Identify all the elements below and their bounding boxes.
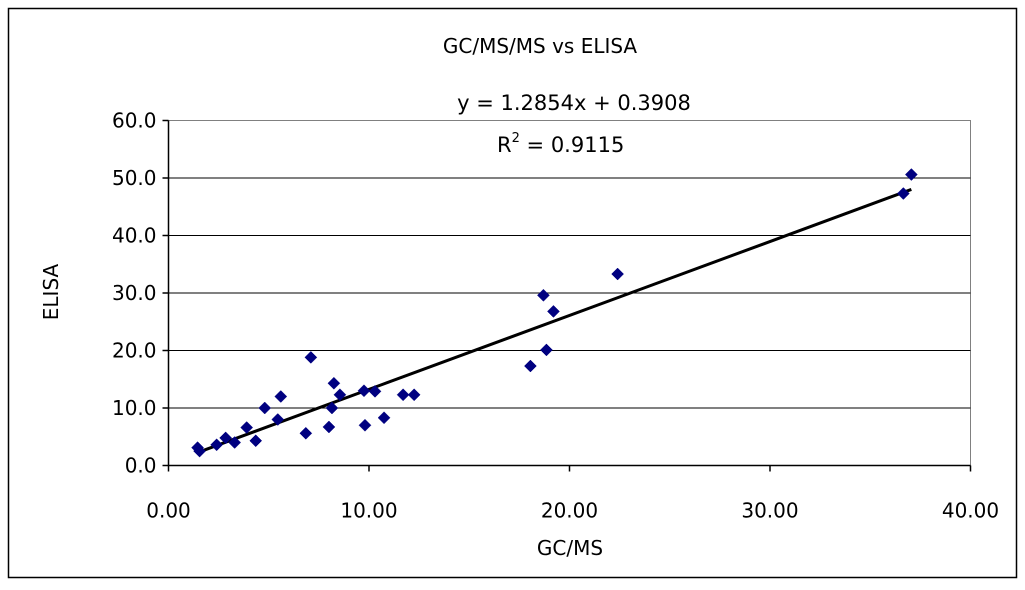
- r-squared-label: R2 = 0.9115: [497, 131, 624, 157]
- data-point-16: [357, 384, 371, 398]
- x-tick-label-1: 10.00: [340, 499, 397, 523]
- chart-title: GC/MS/MS vs ELISA: [443, 34, 638, 58]
- data-point-19: [377, 411, 391, 425]
- data-point-18: [368, 384, 382, 398]
- data-point-4: [228, 436, 242, 449]
- points-layer: [191, 168, 918, 458]
- data-point-2: [210, 438, 223, 452]
- data-point-22: [524, 359, 537, 373]
- y-tick-label-5: 50.0: [112, 166, 157, 190]
- data-point-25: [547, 305, 560, 318]
- y-tick-label-2: 20.0: [112, 339, 157, 363]
- y-tick-label-6: 60.0: [112, 109, 157, 133]
- y-tick-label-3: 30.0: [112, 281, 157, 305]
- data-point-24: [540, 343, 553, 357]
- data-point-26: [611, 267, 624, 281]
- data-point-28: [904, 168, 918, 181]
- data-point-15: [333, 388, 347, 402]
- y-axis-label: ELISA: [39, 263, 63, 320]
- data-point-21: [407, 388, 421, 402]
- data-point-14: [327, 376, 341, 390]
- data-point-1: [193, 444, 206, 458]
- data-point-20: [396, 388, 410, 402]
- y-tick-label-0: 0.0: [125, 454, 157, 478]
- trendline: [197, 188, 912, 454]
- x-tick-label-4: 40.00: [942, 499, 999, 523]
- trend-layer: [197, 188, 912, 454]
- data-point-7: [258, 401, 272, 415]
- data-point-5: [240, 421, 254, 434]
- x-tick-label-2: 20.00: [541, 499, 598, 523]
- data-point-3: [219, 431, 232, 445]
- data-point-8: [271, 413, 285, 426]
- y-tick-label-1: 10.0: [112, 396, 157, 420]
- grid-layer: [168, 177, 971, 409]
- data-point-12: [322, 420, 336, 434]
- data-point-23: [537, 288, 550, 302]
- data-point-10: [299, 426, 313, 440]
- data-point-6: [249, 434, 263, 448]
- trendline-equation: y = 1.2854x + 0.3908: [457, 91, 691, 115]
- data-point-17: [358, 418, 372, 432]
- x-axis-label: GC/MS: [537, 536, 603, 560]
- data-point-27: [896, 187, 910, 200]
- y-tick-label-4: 40.0: [112, 224, 157, 248]
- x-tick-label-3: 30.00: [741, 499, 798, 523]
- data-point-9: [274, 390, 288, 403]
- data-point-11: [304, 351, 318, 364]
- x-tick-label-0: 0.00: [146, 499, 191, 523]
- data-point-13: [325, 401, 339, 415]
- axis-layer: 0.0 10.0 20.0 30.0 40.0 50.0 60.0 0.00 10.00 20.0…: [112, 109, 999, 523]
